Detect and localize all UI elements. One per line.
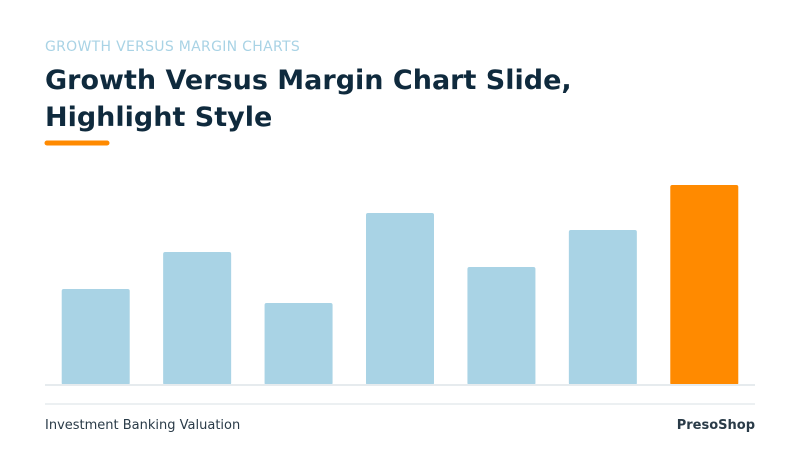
bar: [163, 252, 232, 385]
bar: [264, 303, 333, 385]
footer-right: PresoShop: [677, 418, 755, 433]
footer-left: Investment Banking Valuation: [45, 418, 240, 433]
bar: [568, 230, 637, 385]
eyebrow: GROWTH VERSUS MARGIN CHARTS: [45, 39, 300, 55]
bar: [366, 213, 434, 385]
title-line: Highlight Style: [45, 102, 272, 133]
bar: [61, 289, 130, 385]
bar: [670, 185, 739, 385]
bar: [467, 267, 536, 385]
title-line: Growth Versus Margin Chart Slide,: [45, 65, 572, 96]
